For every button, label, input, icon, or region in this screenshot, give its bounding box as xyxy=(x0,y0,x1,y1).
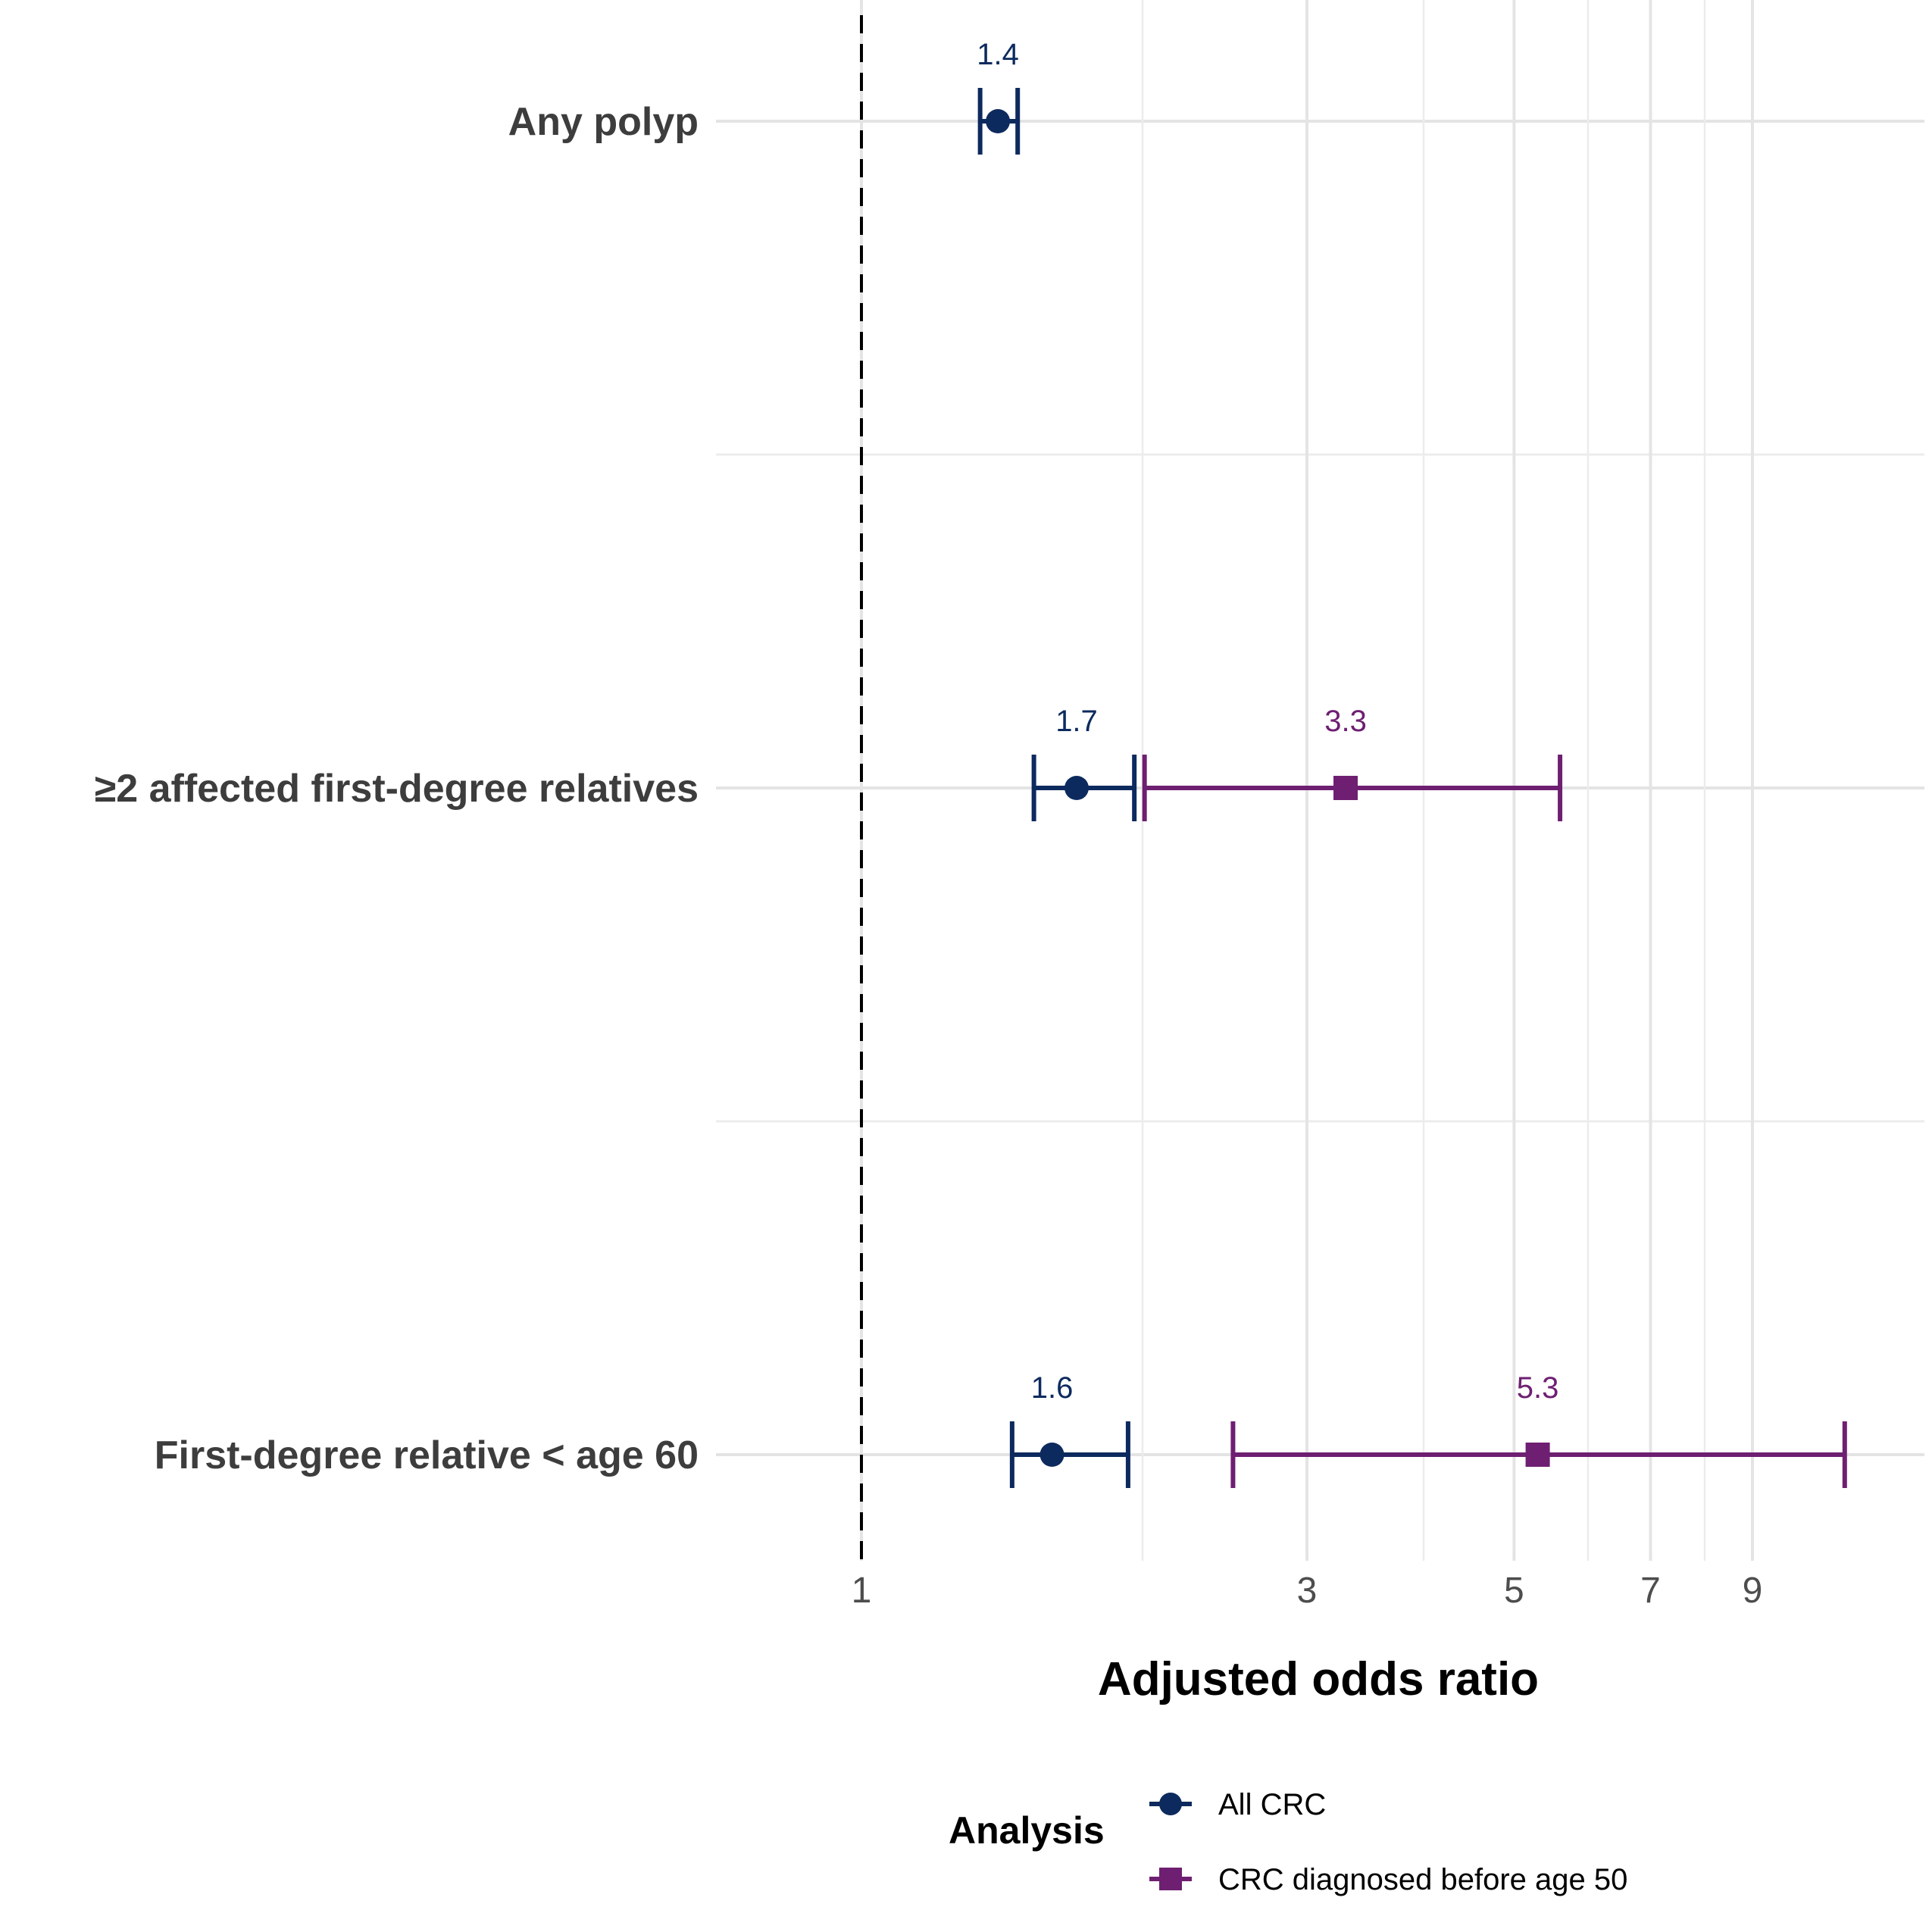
point-estimate xyxy=(1525,1443,1550,1467)
point-estimate xyxy=(1039,1443,1064,1467)
point-estimate xyxy=(986,109,1011,133)
data-label: 1.7 xyxy=(1055,705,1098,738)
point-estimate xyxy=(1333,776,1358,800)
ci-mark: 3.3 xyxy=(1142,705,1563,821)
ci-mark: 1.6 xyxy=(1009,1371,1130,1488)
x-tick-labels: 1 3 5 7 9 xyxy=(852,1571,1763,1611)
legend-marker xyxy=(1159,1793,1182,1815)
data-label: 1.4 xyxy=(977,38,1019,71)
category-label: ≥2 affected first-degree relatives xyxy=(95,767,699,811)
gridlines xyxy=(716,0,1924,1561)
x-tick-label: 5 xyxy=(1504,1571,1524,1611)
legend-entries: All CRC CRC diagnosed before age 50 xyxy=(1149,1788,1627,1896)
point-estimate xyxy=(1064,776,1089,800)
ci-mark: 5.3 xyxy=(1230,1371,1847,1488)
category-labels: Any polyp ≥2 affected first-degree relati… xyxy=(95,100,699,1477)
x-tick-label: 3 xyxy=(1297,1571,1318,1611)
legend-marker xyxy=(1159,1868,1182,1890)
category-label: First-degree relative < age 60 xyxy=(155,1433,699,1477)
legend-title: Analysis xyxy=(949,1809,1105,1852)
data-marks: 1.4 1.7 1.6 3.3 5.3 xyxy=(977,38,1847,1488)
x-tick-label: 9 xyxy=(1743,1571,1763,1611)
x-tick-label: 7 xyxy=(1640,1571,1661,1611)
ci-mark: 1.4 xyxy=(977,38,1021,155)
legend-entry: CRC diagnosed before age 50 xyxy=(1149,1863,1627,1896)
ci-mark: 1.7 xyxy=(1031,705,1137,821)
legend-label: All CRC xyxy=(1218,1788,1326,1821)
x-tick-label: 1 xyxy=(852,1571,872,1611)
category-label: Any polyp xyxy=(508,100,699,144)
legend-label: CRC diagnosed before age 50 xyxy=(1218,1863,1627,1896)
x-axis-title: Adjusted odds ratio xyxy=(1098,1653,1539,1705)
legend-entry: All CRC xyxy=(1149,1788,1326,1821)
data-label: 3.3 xyxy=(1324,705,1367,738)
legend: Analysis All CRC CRC diagnosed before age… xyxy=(949,1788,1627,1896)
data-label: 5.3 xyxy=(1517,1371,1559,1405)
data-label: 1.6 xyxy=(1031,1371,1074,1405)
